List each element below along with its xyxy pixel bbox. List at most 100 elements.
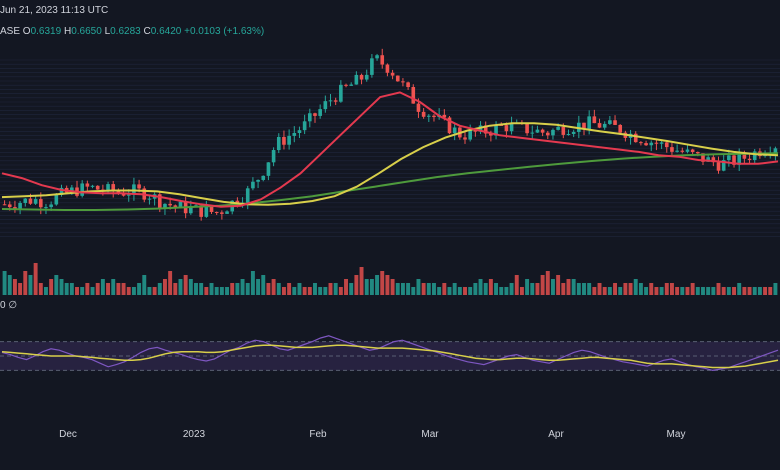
volume-bar [587, 283, 592, 295]
candle-body [33, 199, 38, 204]
volume-bar [468, 287, 473, 295]
candle-body [178, 201, 183, 207]
volume-bar [23, 271, 28, 295]
volume-bar [250, 271, 255, 295]
volume-bar [499, 287, 504, 295]
volume-bar [178, 279, 183, 295]
candle-body [313, 113, 317, 116]
volume-bar [152, 287, 157, 295]
volume-bar [380, 271, 385, 295]
volume-bar [240, 279, 245, 295]
volume-bar [664, 283, 669, 295]
candle-body [452, 127, 457, 134]
candle-body [664, 142, 669, 148]
candle-body [649, 142, 654, 146]
volume-bar [701, 287, 705, 295]
candle-body [137, 184, 141, 189]
candle-body [592, 116, 597, 124]
volume-bar [628, 283, 633, 295]
volume-bar [406, 283, 411, 295]
volume-bar [726, 287, 731, 295]
candle-body [256, 179, 260, 182]
ma-short-line [1, 91, 779, 208]
candle-body [742, 153, 747, 159]
candle-body [401, 81, 405, 83]
candle-body [752, 151, 757, 161]
ma-mid-line [1, 122, 779, 206]
candle-body [354, 74, 359, 85]
candle-body [292, 133, 297, 136]
volume-bar [28, 275, 33, 295]
volume-bar [131, 287, 136, 295]
ohlc-low: L0.6283 [104, 26, 141, 37]
candle-body [204, 206, 209, 217]
candle-body [49, 204, 53, 208]
volume-bar [737, 283, 742, 295]
volume-bar [59, 279, 64, 295]
candle-body [509, 123, 514, 132]
volume-bar [437, 287, 442, 295]
volume-bar [69, 283, 74, 295]
candle-body [276, 136, 281, 151]
volume-bar [763, 287, 768, 295]
candle-body [556, 126, 560, 130]
volume-bar [395, 283, 400, 295]
candle-body [545, 132, 550, 136]
candle-body [116, 191, 121, 194]
volume-bar [556, 275, 561, 295]
candle-body [696, 151, 700, 154]
volume-bar [54, 275, 59, 295]
volume-bar [188, 279, 193, 295]
candle-body [535, 129, 540, 133]
candle-body [447, 117, 452, 134]
volume-bar [375, 275, 380, 295]
candle-body [659, 142, 664, 144]
candle-body [711, 157, 716, 163]
candle-body [525, 123, 529, 134]
candle-body [406, 82, 410, 88]
volume-bar [747, 287, 752, 295]
volume-bar [545, 271, 550, 295]
volume-bar [354, 275, 359, 295]
candle-body [468, 129, 472, 140]
candle-body [261, 175, 266, 180]
volume-bar [685, 287, 690, 295]
volume-bar [147, 287, 152, 295]
candle-body [214, 211, 219, 213]
volume-bar [618, 287, 623, 295]
volume-bar [281, 287, 286, 295]
candle-body [349, 84, 354, 86]
volume-bar [349, 283, 354, 295]
volume-bar [199, 283, 204, 295]
candle-body [701, 153, 705, 162]
candle-body [18, 202, 22, 209]
candle-body [80, 183, 84, 196]
ohlc-high: H0.6650 [63, 26, 102, 37]
price-change: +0.0103 (+1.63%) [184, 26, 265, 37]
candle-body [385, 64, 390, 73]
volume-bar [680, 287, 685, 295]
volume-bar [519, 287, 524, 295]
volume-bar [157, 283, 162, 295]
volume-bar [209, 283, 214, 295]
candle-body [587, 116, 591, 130]
volume-bar [654, 287, 659, 295]
volume-bar [400, 283, 405, 295]
volume-bar [757, 287, 762, 295]
volume-bar [607, 287, 612, 295]
volume-bar [75, 287, 79, 295]
volume-bar [447, 287, 452, 295]
candle-body [38, 199, 43, 208]
volume-bar [287, 283, 292, 295]
volume-bar [695, 287, 700, 295]
candle-body [271, 150, 276, 163]
volume-bar [162, 279, 167, 295]
candle-body [727, 155, 731, 161]
rsi-ma-line [1, 344, 779, 369]
volume-bar [126, 287, 131, 295]
candle-body [90, 185, 95, 187]
x-axis-tick-label: Dec [59, 429, 77, 440]
volume-bar [416, 279, 421, 295]
volume-bar [473, 283, 478, 295]
